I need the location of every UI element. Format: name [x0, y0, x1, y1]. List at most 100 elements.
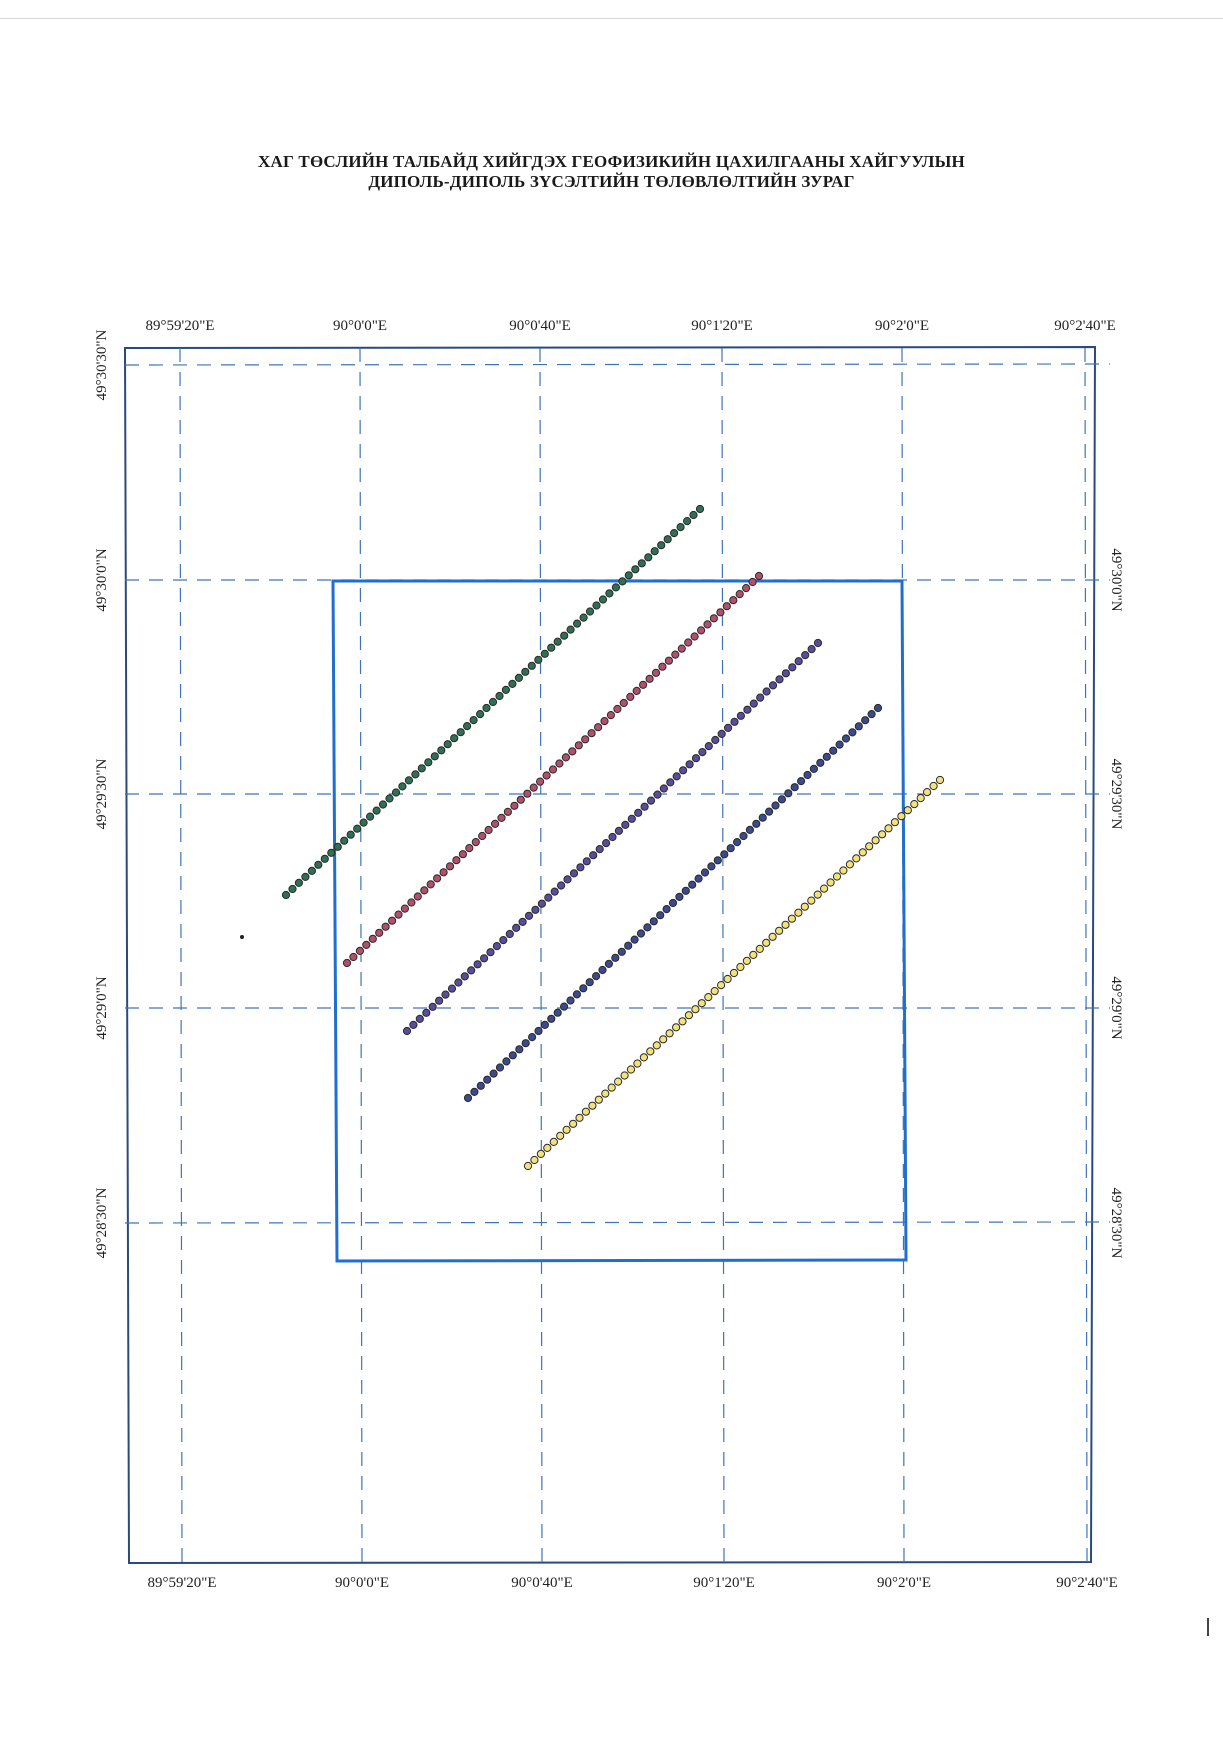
electrode-point — [470, 1087, 479, 1097]
electrode-point — [407, 898, 416, 907]
electrode-point — [426, 880, 435, 889]
electrode-point — [807, 896, 816, 905]
electrode-point — [729, 596, 738, 605]
survey-area-boundary — [331, 579, 908, 1263]
left-lat-label-1: 49°30'30"N — [94, 330, 110, 401]
electrode-point — [536, 777, 545, 786]
gridline-lat-1 — [124, 363, 1111, 366]
electrode-point — [307, 866, 316, 876]
electrode-point — [645, 674, 654, 683]
electrode-point — [566, 996, 575, 1005]
electrode-point — [739, 831, 748, 841]
electrode-point — [411, 770, 420, 779]
electrode-point — [643, 923, 652, 932]
electrode-point — [529, 783, 538, 792]
electrode-point — [700, 868, 710, 877]
electrode-point — [690, 632, 699, 641]
longitude-gridlines — [179, 347, 1088, 1563]
electrode-point — [550, 887, 559, 896]
electrode-point — [579, 613, 588, 622]
electrode-point — [314, 860, 323, 869]
electrode-point — [537, 899, 547, 908]
electrode-point — [585, 978, 594, 987]
right-lat-label-5: 49°28'30"N — [1108, 1188, 1124, 1259]
electrode-point — [681, 886, 690, 895]
electrode-point — [574, 741, 583, 750]
electrode-point — [340, 836, 349, 845]
electrode-point — [327, 848, 336, 857]
electrode-point — [502, 1057, 511, 1066]
electrode-point — [544, 893, 553, 902]
electrode-point — [614, 826, 624, 836]
electrode-point — [697, 626, 706, 635]
electrode-point — [568, 747, 577, 756]
electrode-point — [543, 1143, 552, 1153]
bottom-longitude-labels: 89°59'20"E 90°0'0"E 90°0'40"E 90°1'20"E … — [148, 1575, 1118, 1591]
electrode-point — [621, 820, 630, 830]
electrode-point — [762, 687, 771, 696]
electrode-point — [463, 1093, 473, 1103]
electrode-point — [633, 1059, 642, 1068]
electrode-point — [400, 904, 409, 913]
electrode-point — [781, 669, 791, 678]
electrode-point — [724, 723, 733, 733]
top-lon-label-6: 90°2'40"E — [1054, 318, 1116, 334]
electrode-point — [807, 645, 816, 654]
electrode-point — [540, 1020, 550, 1030]
electrode-point — [794, 657, 803, 666]
electrode-point — [549, 1137, 558, 1147]
electrode-point — [775, 675, 784, 684]
electrode-point — [433, 874, 442, 883]
electrode-point — [768, 932, 777, 941]
electrode-point — [716, 608, 725, 617]
electrode-point — [484, 825, 493, 835]
electrode-point — [743, 705, 752, 714]
electrode-point — [579, 984, 588, 993]
electrode-point — [463, 722, 472, 731]
electrode-point — [482, 703, 491, 713]
electrode-point — [634, 808, 643, 817]
electrode-point — [505, 929, 514, 939]
electrode-point — [281, 890, 291, 900]
electrode-point — [548, 765, 558, 774]
bottom-lon-label-1: 89°59'20"E — [148, 1575, 217, 1591]
electrode-point — [775, 926, 784, 935]
profile-line-2 — [342, 571, 764, 968]
electrode-point — [575, 1113, 584, 1122]
electrode-point — [501, 685, 510, 695]
electrode-point — [704, 993, 713, 1002]
electrode-point — [556, 1131, 565, 1140]
electrode-point — [518, 917, 527, 927]
electrode-point — [527, 661, 536, 670]
electrode-point — [672, 1023, 681, 1032]
electrode-point — [749, 699, 758, 708]
electrode-point — [890, 818, 900, 827]
electrode-point — [717, 981, 726, 990]
electrode-point — [349, 952, 358, 962]
electrode-point — [320, 854, 329, 863]
electrode-point — [665, 1029, 674, 1038]
electrode-point — [471, 838, 480, 847]
electrode-point — [657, 541, 666, 550]
top-lon-label-5: 90°2'0"E — [875, 318, 929, 334]
electrode-point — [630, 935, 639, 944]
gridline-lon-1 — [179, 347, 183, 1563]
electrode-point — [333, 842, 342, 851]
electrode-point — [709, 614, 719, 623]
electrode-point — [516, 795, 525, 804]
electrode-point — [803, 770, 812, 780]
gridline-lon-3 — [539, 347, 543, 1563]
electrode-point — [733, 838, 742, 847]
electrode-point — [480, 954, 489, 963]
electrode-point — [664, 656, 674, 665]
electrode-point — [523, 1161, 533, 1171]
electrode-point — [588, 1101, 597, 1110]
electrode-point — [420, 886, 429, 895]
electrode-point — [916, 794, 925, 803]
electrode-point — [730, 717, 739, 726]
electrode-point — [644, 553, 653, 562]
electrode-point — [445, 862, 455, 871]
electrode-point — [581, 735, 590, 744]
electrode-point — [547, 643, 556, 652]
